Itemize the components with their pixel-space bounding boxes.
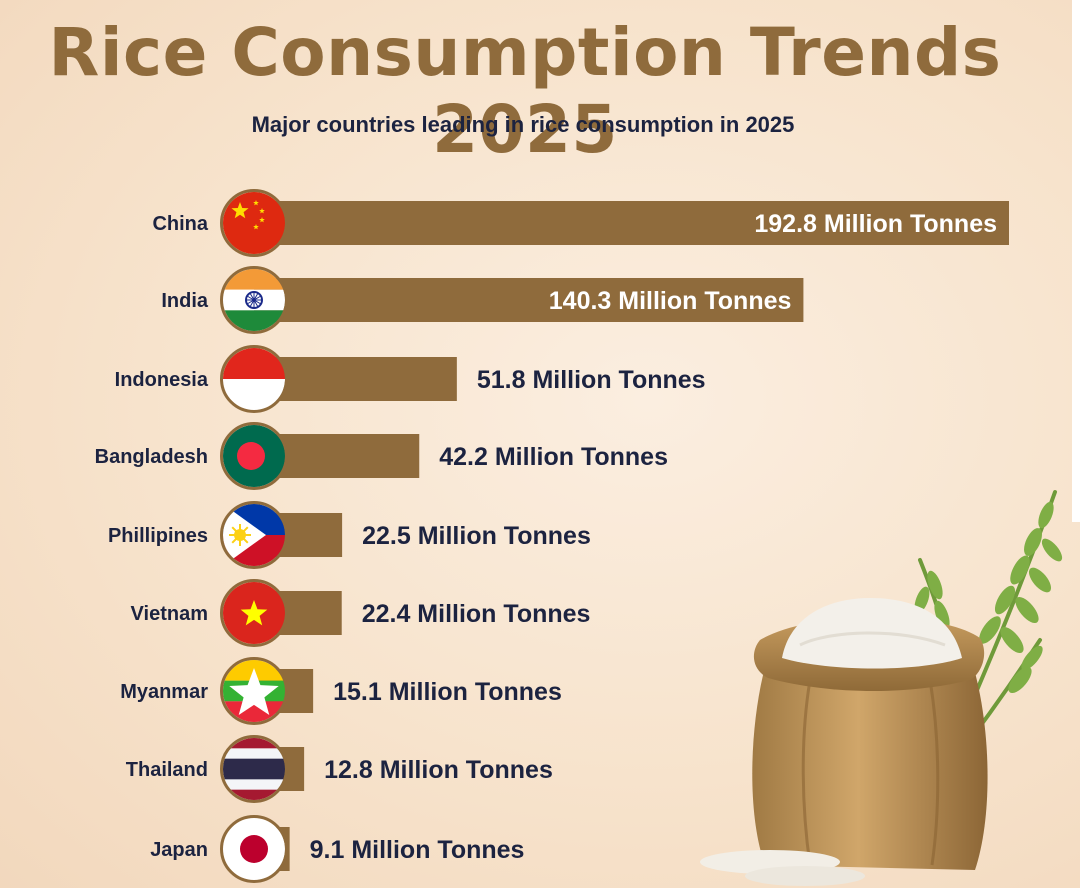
category-label: Indonesia [115, 369, 209, 391]
indonesia-flag-icon [220, 345, 288, 413]
category-label: Japan [150, 839, 208, 861]
vietnam-flag-icon [220, 579, 288, 647]
chart-subtitle: Major countries leading in rice consumpt… [251, 112, 795, 137]
rice-sack-icon [700, 490, 1063, 886]
bar-row-bangladesh: Bangladesh 42.2 Million Tonnes [95, 422, 668, 490]
bar-row-indonesia: Indonesia 51.8 Million Tonnes [115, 345, 706, 413]
chart-title: Rice Consumption Trends 2025 [48, 14, 1002, 168]
category-label: Phillipines [108, 525, 208, 547]
bar-china [254, 201, 1009, 245]
india-flag-icon [220, 266, 288, 334]
value-label: 22.5 Million Tonnes [362, 522, 591, 550]
value-label: 192.8 Million Tonnes [754, 210, 997, 238]
japan-flag-icon [220, 815, 288, 883]
bangladesh-flag-icon [220, 422, 288, 490]
thailand-flag-icon [220, 735, 288, 803]
bar-row-japan: Japan 9.1 Million Tonnes [150, 815, 525, 883]
bar-india [254, 278, 804, 322]
category-label: Vietnam [131, 603, 208, 625]
value-label: 42.2 Million Tonnes [439, 443, 668, 471]
category-label: China [152, 213, 208, 235]
value-label: 9.1 Million Tonnes [310, 836, 525, 864]
bar-row-vietnam: Vietnam 22.4 Million Tonnes [131, 579, 591, 647]
myanmar-flag-icon [220, 657, 288, 725]
value-label: 140.3 Million Tonnes [549, 287, 792, 315]
category-label: Bangladesh [95, 446, 208, 468]
category-label: Thailand [126, 759, 208, 781]
bar-row-china: China 192.8 Million Tonnes [152, 189, 1009, 257]
china-flag-icon [220, 189, 288, 257]
category-label: India [161, 290, 209, 312]
value-label: 51.8 Million Tonnes [477, 366, 706, 394]
edge-strip [1072, 0, 1080, 522]
value-label: 15.1 Million Tonnes [333, 678, 562, 706]
bar-row-india: India 140.3 Million Tonnes [161, 266, 804, 334]
bar-row-myanmar: Myanmar 15.1 Million Tonnes [120, 657, 562, 725]
value-label: 22.4 Million Tonnes [362, 600, 591, 628]
value-label: 12.8 Million Tonnes [324, 756, 553, 784]
category-label: Myanmar [120, 681, 208, 703]
philippines-flag-icon [220, 501, 288, 569]
bar-row-thailand: Thailand 12.8 Million Tonnes [126, 735, 553, 803]
bar-row-phillipines: Phillipines 22.5 Million Tonnes [108, 501, 591, 569]
